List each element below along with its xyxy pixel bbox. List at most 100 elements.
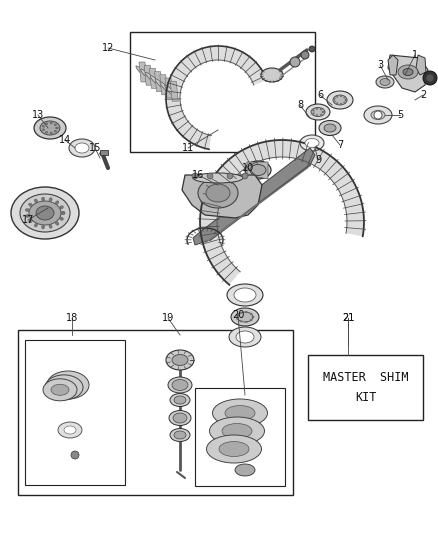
Ellipse shape [172,379,188,391]
Ellipse shape [212,399,268,427]
Ellipse shape [227,173,233,179]
Ellipse shape [426,74,434,82]
Ellipse shape [340,103,342,104]
Ellipse shape [28,203,32,206]
Polygon shape [247,162,268,179]
Ellipse shape [316,115,318,116]
Text: 5: 5 [397,110,403,120]
Polygon shape [160,75,168,95]
Ellipse shape [57,377,79,392]
Polygon shape [200,140,364,285]
Ellipse shape [311,108,325,117]
Text: MASTER  SHIM: MASTER SHIM [323,371,408,384]
Ellipse shape [206,184,230,202]
Polygon shape [416,55,426,75]
Polygon shape [155,71,162,92]
Ellipse shape [136,66,148,78]
Ellipse shape [50,122,53,124]
Ellipse shape [242,173,248,179]
Ellipse shape [322,111,324,113]
Text: 12: 12 [102,43,114,53]
Ellipse shape [141,69,153,81]
Ellipse shape [261,68,283,82]
Polygon shape [182,175,262,218]
Bar [308,355,423,420]
Ellipse shape [55,222,59,225]
Ellipse shape [54,130,57,132]
Polygon shape [149,68,157,88]
Ellipse shape [309,46,315,52]
Text: 21: 21 [342,313,354,323]
Ellipse shape [160,82,172,94]
Ellipse shape [43,379,77,401]
Text: 20: 20 [232,310,244,320]
Ellipse shape [237,312,253,322]
Ellipse shape [300,135,324,151]
Ellipse shape [398,65,418,79]
Ellipse shape [169,410,191,425]
Ellipse shape [150,76,162,87]
Ellipse shape [231,308,259,326]
Ellipse shape [319,120,341,135]
Ellipse shape [170,429,190,441]
Ellipse shape [235,464,255,476]
Ellipse shape [240,312,242,313]
Ellipse shape [320,114,322,116]
Ellipse shape [60,217,64,220]
Ellipse shape [168,377,192,393]
Ellipse shape [234,288,256,302]
Text: 2: 2 [420,90,426,100]
Ellipse shape [333,98,336,99]
Ellipse shape [252,316,254,318]
Ellipse shape [371,110,385,119]
Ellipse shape [237,314,238,316]
Ellipse shape [69,139,95,157]
Ellipse shape [312,113,314,114]
Polygon shape [165,78,173,98]
Bar [18,330,293,495]
Ellipse shape [42,129,45,131]
Ellipse shape [345,99,347,101]
Ellipse shape [237,318,238,319]
Ellipse shape [64,426,76,434]
Ellipse shape [423,71,437,85]
Bar [25,340,125,485]
Ellipse shape [61,212,65,214]
Ellipse shape [219,441,249,456]
Ellipse shape [45,375,83,400]
Ellipse shape [174,431,186,439]
Ellipse shape [71,451,79,459]
Ellipse shape [166,350,194,370]
Ellipse shape [312,110,314,111]
Ellipse shape [42,125,45,127]
Text: 18: 18 [66,313,78,323]
Ellipse shape [229,327,261,347]
Polygon shape [193,148,315,245]
Ellipse shape [56,127,58,129]
Ellipse shape [58,422,82,438]
Ellipse shape [49,198,52,201]
Ellipse shape [206,435,261,463]
Ellipse shape [45,132,48,133]
Text: 21: 21 [342,313,354,323]
Text: 9: 9 [315,155,321,165]
Text: 15: 15 [89,143,101,153]
Ellipse shape [20,194,70,232]
Ellipse shape [209,417,265,445]
Ellipse shape [252,316,254,318]
Ellipse shape [75,143,89,153]
Ellipse shape [40,121,60,135]
Ellipse shape [165,85,177,98]
Text: 6: 6 [317,90,323,100]
Ellipse shape [336,103,338,104]
Ellipse shape [155,79,167,91]
Text: 16: 16 [192,170,204,180]
Ellipse shape [250,165,266,175]
Ellipse shape [316,108,318,109]
Ellipse shape [245,321,247,322]
Ellipse shape [236,331,254,343]
Ellipse shape [333,101,336,102]
Ellipse shape [250,319,252,321]
Ellipse shape [198,178,238,208]
Ellipse shape [376,76,394,88]
